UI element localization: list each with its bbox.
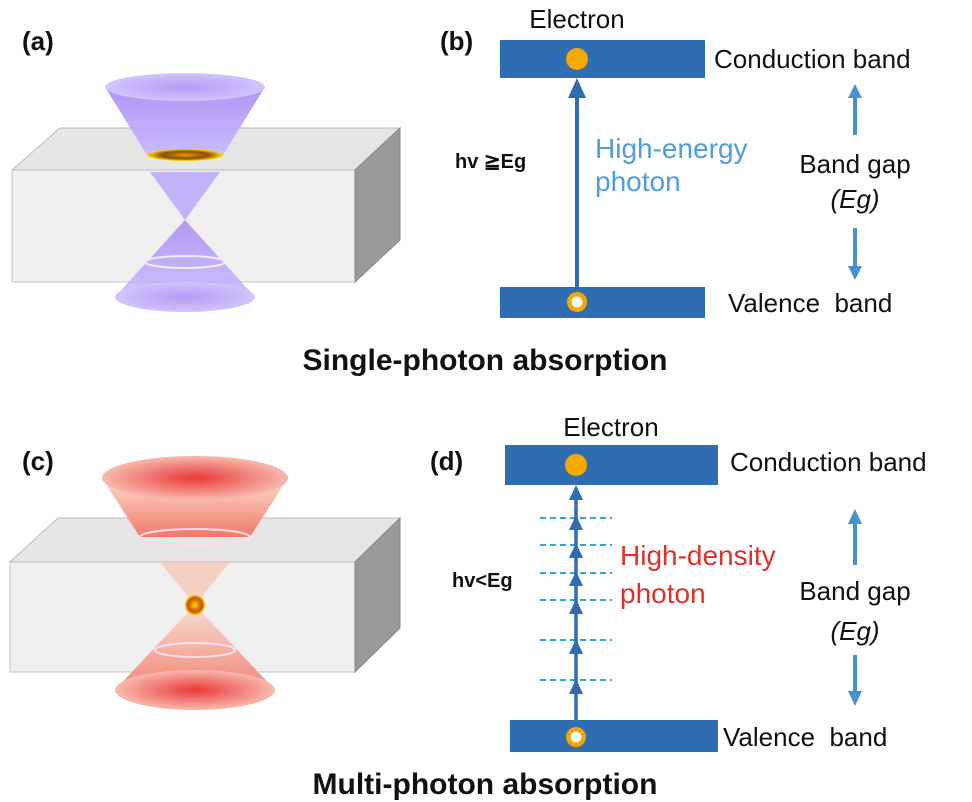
panel-label: (b)	[440, 26, 473, 56]
panel-d: (d) Electron Conduction band hv<Eg High-…	[430, 412, 927, 752]
band-gap-label: (Eg)	[830, 616, 879, 646]
condition-label: hv<Eg	[452, 570, 513, 592]
photon-label: High-density	[620, 540, 776, 571]
caption: Single-photon absorption	[303, 344, 668, 377]
photon-label: photon	[595, 166, 681, 197]
panel-label: (c)	[22, 446, 54, 476]
valence-label: Valence band	[723, 722, 887, 752]
band-gap-label: (Eg)	[830, 184, 879, 214]
panel-label: (d)	[430, 446, 463, 476]
figure: (a) (b) Electron Conduction band hv ≧Eg …	[0, 0, 972, 802]
photon-label: High-energy	[595, 133, 748, 164]
electron-label: Electron	[529, 4, 624, 34]
panel-b: (b) Electron Conduction band hv ≧Eg High…	[440, 4, 911, 318]
valence-label: Valence band	[728, 288, 892, 318]
panel-c: (c)	[10, 446, 400, 710]
conduction-label: Conduction band	[714, 44, 911, 74]
condition-label: hv ≧Eg	[455, 151, 526, 173]
photon-label: photon	[620, 578, 706, 609]
conduction-label: Conduction band	[730, 447, 927, 477]
panel-label: (a)	[22, 26, 54, 56]
caption: Multi-photon absorption	[313, 768, 658, 801]
electron-label: Electron	[563, 412, 658, 442]
panel-a: (a)	[12, 26, 400, 312]
band-gap-label: Band gap	[799, 149, 910, 179]
band-gap-label: Band gap	[799, 576, 910, 606]
